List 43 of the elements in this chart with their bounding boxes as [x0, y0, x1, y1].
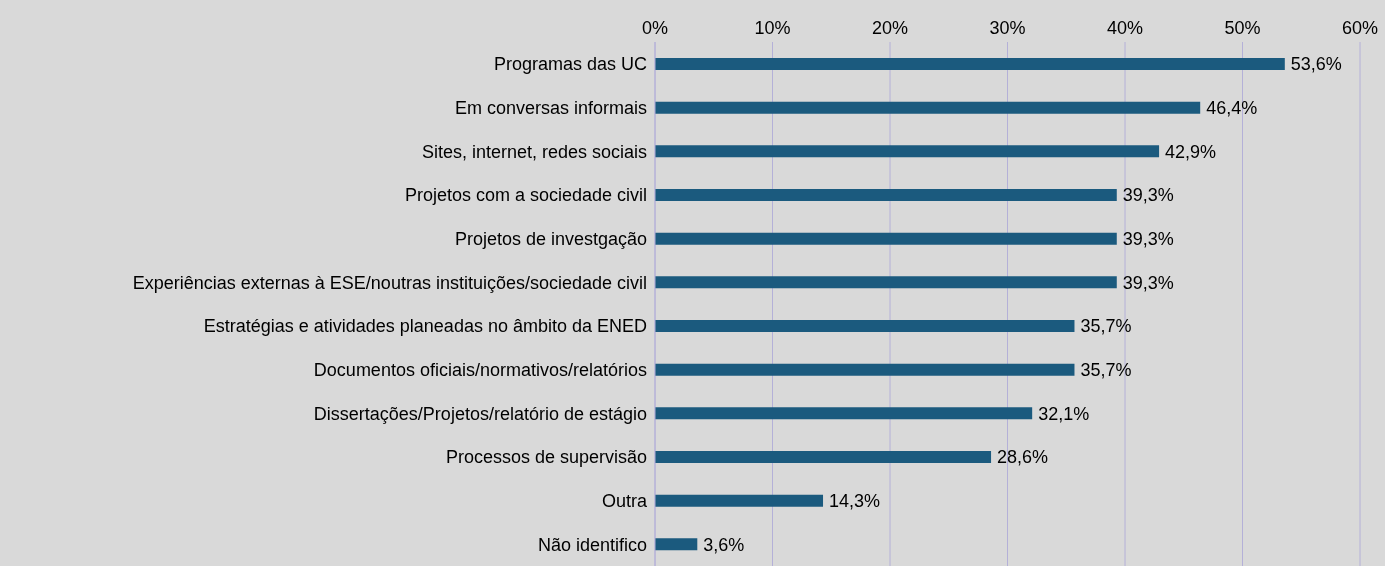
x-tick-label: 50%: [1224, 18, 1261, 38]
x-tick-label: 30%: [989, 18, 1026, 38]
data-label: 39,3%: [1122, 185, 1174, 206]
y-tick-label: Experiências externas à ESE/noutras instituições/sociedade civil: [132, 272, 647, 293]
y-tick-label: Estratégias e atividades planeadas no âmbito da ENED: [203, 316, 647, 337]
bar: [655, 538, 698, 551]
y-tick-label: Não identifico: [537, 534, 647, 555]
y-tick-label: Programas das UC: [493, 54, 647, 75]
data-label: 14,3%: [829, 491, 881, 512]
y-tick-label: Documentos oficiais/normativos/relatórios: [313, 359, 647, 380]
data-label: 35,7%: [1080, 316, 1132, 337]
x-tick-label: 60%: [1341, 18, 1379, 38]
x-tick-label: 20%: [871, 18, 909, 38]
y-tick-label: Processos de supervisão: [445, 447, 647, 468]
bar: [655, 232, 1117, 245]
y-tick-label: Dissertações/Projetos/relatório de estágio: [313, 403, 647, 424]
bar: [655, 451, 992, 463]
y-tick-label: Em conversas informais: [454, 97, 647, 118]
bar: [655, 494, 824, 507]
bar: [655, 407, 1033, 420]
data-label: 46,4%: [1206, 98, 1258, 119]
bar: [655, 189, 1117, 201]
y-tick-label: Sites, internet, redes sociais: [421, 141, 647, 162]
x-tick-label: 40%: [1106, 18, 1144, 38]
bar: [655, 363, 1075, 376]
y-tick-label: Projetos de investgação: [454, 228, 647, 249]
y-tick-label: Projetos com a sociedade civil: [404, 185, 647, 206]
x-tick-label: 10%: [754, 18, 791, 38]
bar: [655, 101, 1201, 114]
bar: [655, 145, 1160, 158]
data-label: 53,6%: [1290, 54, 1342, 75]
bar: [655, 320, 1075, 332]
y-tick-label: Outra: [601, 490, 648, 511]
bar: [655, 276, 1117, 289]
bar: [655, 58, 1285, 70]
data-label: 28,6%: [997, 447, 1049, 468]
data-label: 39,3%: [1122, 229, 1174, 250]
data-label: 3,6%: [703, 534, 745, 555]
data-label: 35,7%: [1080, 360, 1132, 381]
x-tick-label: 0%: [641, 18, 669, 38]
data-label: 42,9%: [1165, 141, 1217, 162]
data-label: 39,3%: [1122, 272, 1174, 293]
data-label: 32,1%: [1038, 403, 1090, 424]
